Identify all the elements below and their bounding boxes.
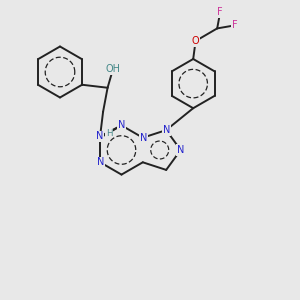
Text: OH: OH [106,64,121,74]
Text: N: N [97,157,104,167]
Text: O: O [192,36,200,46]
Text: N: N [118,120,125,130]
Text: N: N [96,131,104,141]
Text: N: N [177,145,184,155]
Text: N: N [163,125,170,135]
Text: F: F [232,20,237,30]
Text: F: F [218,7,223,17]
Text: N: N [140,133,147,143]
Text: H: H [106,129,112,138]
